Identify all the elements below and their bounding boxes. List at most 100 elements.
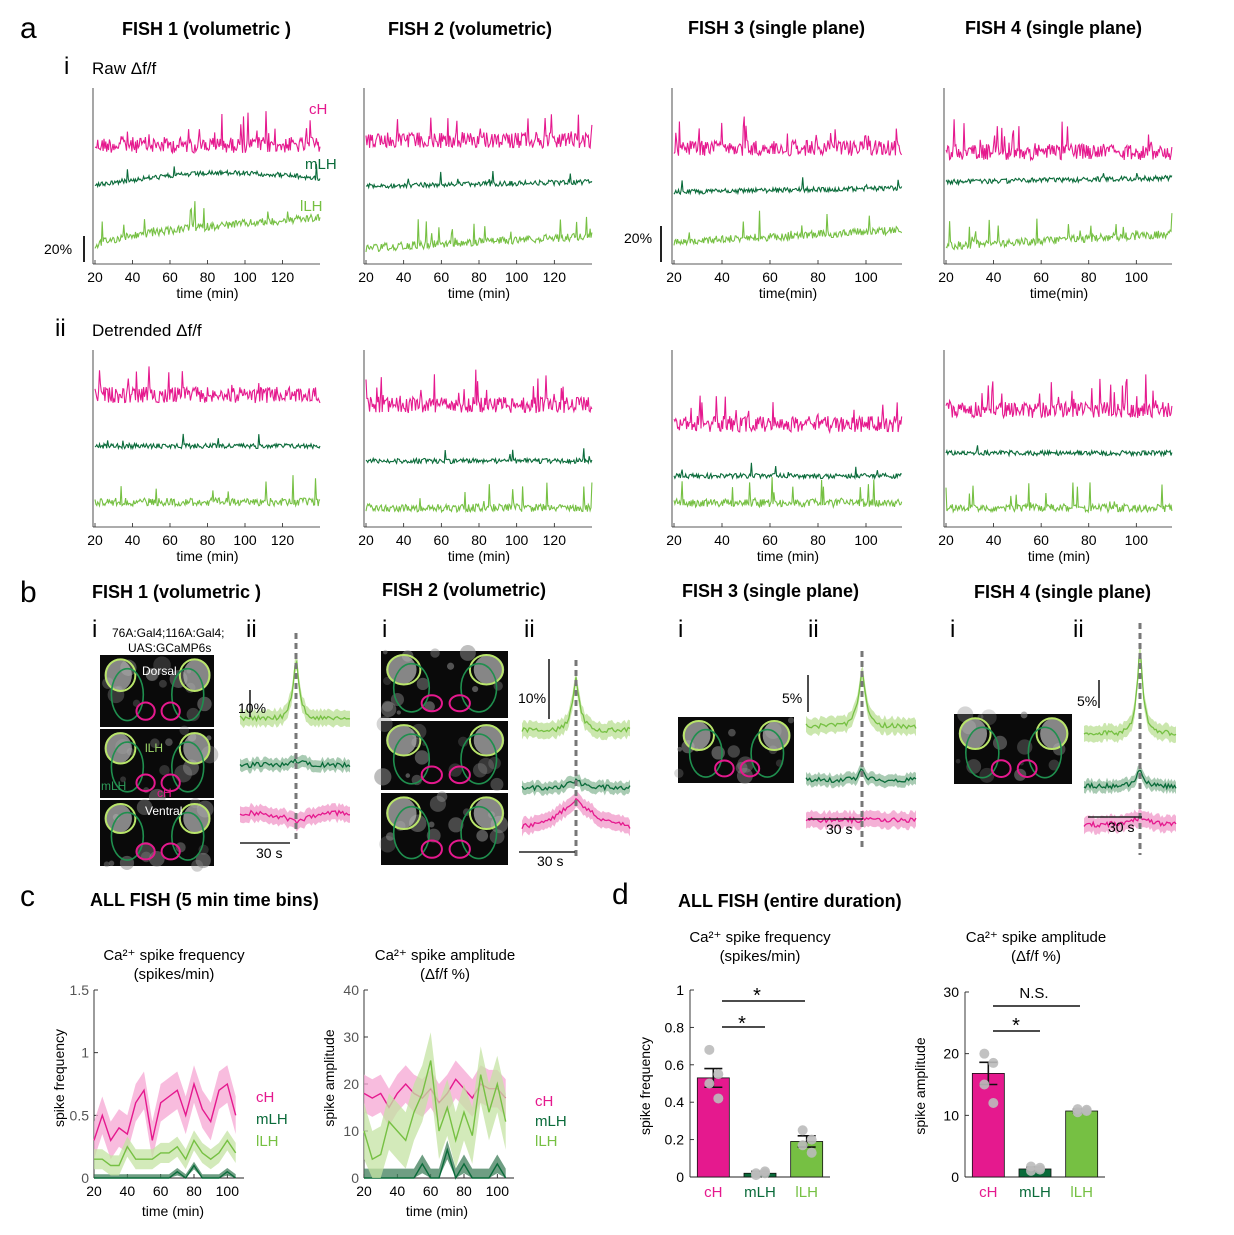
x-tick-label: 80 [810, 532, 826, 548]
avg-line-mLH [521, 778, 631, 792]
lLH-outline-left [104, 732, 137, 765]
x-axis-label: time (min) [142, 1203, 204, 1219]
b-roman-i-3: i [678, 616, 683, 643]
scale-label-fish1: 20% [44, 241, 72, 257]
x-tick-label: 80 [810, 269, 826, 285]
lobe-right [473, 655, 505, 685]
lLH-outline-right [178, 658, 211, 692]
b-roman-ii-4: ii [1073, 616, 1084, 643]
y-axis-label: spike frequency [51, 1029, 67, 1127]
cH-outline-left [135, 773, 156, 793]
series-band-mLH [364, 1140, 506, 1178]
cH-outline-left [990, 759, 1012, 778]
x-tick-label: 60 [434, 532, 450, 548]
sig-label-ns: N.S. [1019, 985, 1048, 1002]
x-tick-label: 40 [714, 269, 730, 285]
x-tick-label: 40 [390, 1183, 406, 1199]
tissue-speck [414, 750, 430, 765]
legend-mLH: mLH [256, 1111, 288, 1128]
fish3-title-b: FISH 3 (single plane) [682, 581, 859, 601]
brain-images [100, 644, 1072, 872]
cH-outline-right [160, 773, 181, 793]
tissue-speck [153, 656, 171, 675]
x-tick-label: 20 [356, 1183, 372, 1199]
lobe-left [386, 725, 417, 756]
data-point-cH [713, 1069, 724, 1080]
data-point-cH [988, 1098, 999, 1108]
tissue-speck [980, 709, 997, 726]
tissue-speck [136, 799, 153, 816]
row-ii-roman: ii [55, 315, 66, 342]
avg-scale-label-4: 5% [1077, 693, 1097, 709]
lLH-outline-right [468, 796, 504, 830]
tissue-speck [383, 676, 392, 686]
avg-band-cH [522, 790, 630, 837]
tissue-speck [1048, 759, 1060, 771]
cH-outline-right [448, 839, 471, 859]
lLH-outline-right [178, 732, 211, 765]
panel-c-title: ALL FISH (5 min time bins) [90, 890, 319, 910]
x-axis-label: time (min) [448, 285, 510, 301]
series-band-cH [94, 1065, 236, 1160]
chart-spike-amplitude-time: 0 10 20 30 40 20 40 60 80 100 spike amplitude time … [321, 982, 567, 1219]
lLH-outline-left [682, 719, 715, 751]
tissue-speck [674, 768, 684, 779]
mLH-outline-left [964, 726, 1000, 779]
freq-title-2: (spikes/min) [134, 966, 215, 983]
mLH-outline-left [110, 667, 145, 722]
mLH-outline-right [171, 811, 205, 861]
lLH-outline-right [1035, 717, 1069, 750]
y-axis-label: spike amplitude [321, 1029, 337, 1126]
amp-title-2: (Δf/f %) [420, 966, 470, 983]
avg-line-mLH [1083, 769, 1177, 791]
data-point-cH [979, 1079, 990, 1090]
avg-scale-label-3: 5% [782, 690, 802, 706]
lLH-outline-right [758, 719, 791, 751]
lLH-outline-left [386, 654, 422, 686]
tissue-speck [396, 710, 401, 715]
y-axis-label: spike amplitude [912, 1037, 928, 1134]
bar-cH [971, 1073, 1005, 1178]
lobe-left [104, 733, 132, 764]
series-band-lLH [364, 1032, 506, 1178]
data-point-lLH [797, 1125, 808, 1136]
x-tick-label: 40 [125, 532, 141, 548]
y-tick-label: 30 [943, 984, 959, 1000]
data-point-cH [979, 1048, 990, 1059]
x-tick-label: 80 [471, 269, 487, 285]
avg-line-lLH [521, 677, 631, 734]
b-roman-ii-3: ii [808, 616, 819, 643]
mLH-outline-left [392, 733, 431, 785]
lobe-right [183, 733, 211, 764]
mLH-outline-right [171, 667, 205, 722]
lobe-right [1040, 718, 1069, 749]
time-scale-label-2: 30 s [537, 853, 563, 869]
brain-cH-label: cH [157, 786, 172, 800]
fish1-title: FISH 1 (volumetric ) [122, 19, 291, 39]
brain-image [381, 644, 508, 718]
tissue-speck [446, 662, 455, 670]
y-tick-label: 0 [351, 1170, 359, 1186]
x-tick-label: 100 [854, 269, 878, 285]
x-tick-label: 60 [1033, 269, 1049, 285]
category-label-cH: cH [979, 1184, 997, 1201]
category-label-cH: cH [704, 1184, 722, 1201]
tissue-speck [1020, 711, 1028, 719]
tissue-speck [179, 725, 190, 736]
lLH-outline-right [178, 802, 211, 834]
tissue-speck [979, 767, 995, 783]
legend-cH: cH [535, 1093, 553, 1110]
tissue-speck [195, 852, 211, 869]
tissue-speck [376, 715, 393, 733]
brain-image [100, 725, 219, 806]
x-tick-label: 80 [200, 532, 216, 548]
tissue-speck [472, 685, 479, 693]
brain-lLH-label: lLH [145, 741, 163, 755]
category-label-mLH: mLH [744, 1184, 776, 1201]
brain-image [954, 706, 1072, 784]
bar-amp-title-2: (Δf/f %) [1011, 948, 1061, 965]
cH-outline-right [448, 765, 471, 785]
tissue-speck [197, 696, 212, 712]
brain-image [379, 791, 509, 865]
